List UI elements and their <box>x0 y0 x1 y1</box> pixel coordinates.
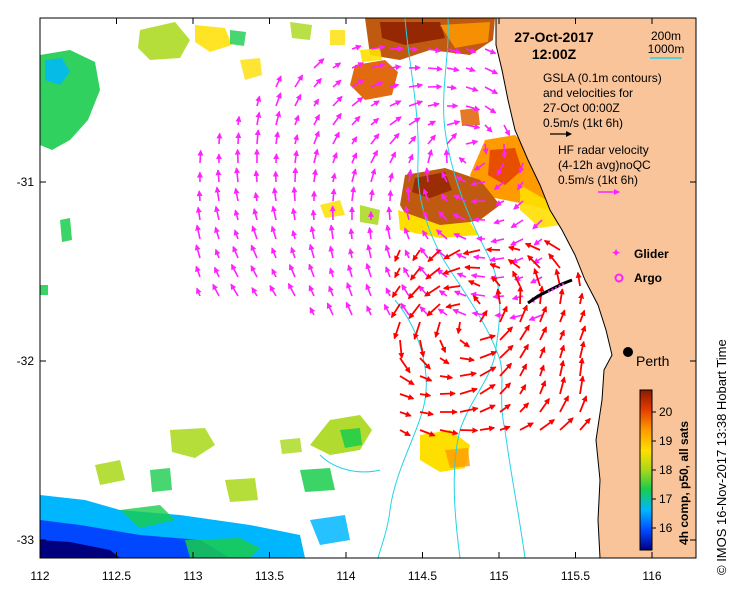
hf-velocity-arrow <box>295 168 296 182</box>
hf-velocity-arrow <box>477 238 485 239</box>
hf-velocity-arrow <box>472 201 485 202</box>
hf-velocity-arrow <box>446 150 447 163</box>
hf-caption-3: 0.5m/s (1kt 6h) <box>558 173 638 187</box>
hf-velocity-arrow <box>256 171 257 182</box>
isobath-label-200m: 200m <box>651 29 681 43</box>
x-tick-label: 115 <box>489 569 508 583</box>
hf-velocity-arrow <box>199 191 200 201</box>
map-time: 12:00Z <box>532 46 577 62</box>
sst-colorbar <box>640 390 652 550</box>
hf-caption-1: HF radar velocity <box>558 143 649 157</box>
x-tick-label: 114 <box>336 569 355 583</box>
perth-label: Perth <box>636 353 669 369</box>
perth-marker <box>623 347 633 357</box>
y-tick-label: -33 <box>17 533 35 547</box>
x-tick-label: 116 <box>642 569 661 583</box>
isobath-label-1000m: 1000m <box>648 42 685 56</box>
x-tick-label: 113.5 <box>255 569 284 583</box>
hf-velocity-arrow <box>218 170 219 182</box>
colorbar-caption: 4h comp, p50, all sats <box>677 421 691 545</box>
map-date: 27-Oct-2017 <box>514 29 594 45</box>
colorbar-label: 18 <box>659 463 673 477</box>
x-tick-label: 113 <box>183 569 202 583</box>
gsla-caption-1: GSLA (0.1m contours) <box>543 71 662 85</box>
imos-credit: © IMOS 16-Nov-2017 13:38 Hobart Time <box>714 339 729 575</box>
argo-legend-label: Argo <box>634 271 662 285</box>
hf-velocity-arrow <box>390 191 391 201</box>
colorbar-label: 20 <box>659 405 673 419</box>
y-tick-label: -32 <box>17 354 35 368</box>
gsla-velocity-arrow <box>465 267 480 268</box>
x-tick-label: 114.5 <box>408 569 437 583</box>
hf-velocity-arrow <box>313 210 314 220</box>
gsla-caption-2: and velocities for <box>543 86 633 100</box>
hf-velocity-arrow <box>238 117 239 125</box>
hf-velocity-arrow <box>447 87 456 88</box>
colorbar-label: 16 <box>659 521 673 535</box>
hf-velocity-arrow <box>294 187 295 201</box>
y-tick-label: -31 <box>17 175 35 189</box>
gsla-velocity-arrow <box>487 250 500 251</box>
hf-caption-2: (4-12h avg)noQC <box>558 158 651 172</box>
hf-velocity-arrow <box>408 187 409 201</box>
glider-symbol: ✦ <box>611 246 621 260</box>
hf-velocity-arrow <box>409 49 417 50</box>
gsla-caption-3: 27-Oct 00:00Z <box>543 101 620 115</box>
hf-velocity-arrow <box>390 49 403 50</box>
x-tick-label: 115.5 <box>561 569 590 583</box>
x-tick-label: 112 <box>30 569 49 583</box>
gsla-velocity-arrow <box>440 393 455 394</box>
glider-legend-label: Glider <box>634 247 669 261</box>
hf-velocity-arrow <box>238 133 239 144</box>
gsla-velocity-arrow <box>520 286 521 304</box>
hf-velocity-arrow <box>333 189 334 201</box>
hf-velocity-arrow <box>276 154 277 163</box>
hf-velocity-arrow <box>351 229 352 239</box>
hf-velocity-arrow <box>219 134 220 145</box>
gsla-velocity-arrow <box>460 430 477 431</box>
gsla-caption-4: 0.5m/s (1kt 6h) <box>543 116 623 130</box>
colorbar-label: 17 <box>659 492 673 506</box>
x-tick-label: 112.5 <box>102 569 131 583</box>
colorbar-label: 19 <box>659 434 673 448</box>
hf-velocity-arrow <box>200 151 201 163</box>
